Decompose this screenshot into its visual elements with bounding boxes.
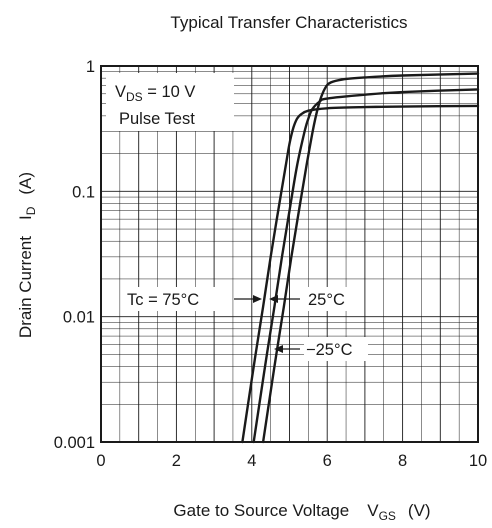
x-axis-label-main: Gate to Source Voltage: [173, 501, 349, 520]
arrow-75c-head: [253, 295, 262, 303]
x-axis-label-unit: (V): [408, 501, 431, 520]
x-axis-label-subscript: GS: [379, 509, 396, 523]
x-tick-labels: 0 2 4 6 8 10: [96, 452, 487, 470]
condition-vds-subscript: DS: [126, 90, 143, 104]
condition-vds-symbol: V: [115, 83, 126, 101]
condition-pulse-test: Pulse Test: [119, 110, 195, 128]
label-25c: 25°C: [308, 291, 345, 309]
label-75c-bg: [125, 287, 230, 311]
x-tick-label: 10: [469, 452, 487, 470]
label-25c-bg: [305, 287, 361, 311]
x-tick-label: 0: [96, 452, 105, 470]
x-axis-label: Gate to Source Voltage VGS (V): [173, 501, 430, 523]
y-axis-label-main: Drain Current: [16, 236, 35, 338]
x-axis-label-symbol: V: [367, 501, 379, 520]
plot-frame: [100, 65, 479, 443]
series-line-25c: [252, 88, 480, 444]
condition-vds-value: = 10 V: [143, 83, 196, 101]
arrow-m25c-head: [274, 345, 283, 353]
y-tick-label: 0.001: [54, 434, 95, 452]
data-series: [241, 72, 480, 444]
y-axis-label: Drain Current ID (A): [16, 172, 38, 338]
chart-title: Typical Transfer Characteristics: [170, 13, 407, 32]
condition-box-bg: [106, 73, 234, 131]
y-tick-label: 1: [86, 58, 95, 76]
x-tick-label: 2: [172, 452, 181, 470]
x-tick-label: 8: [398, 452, 407, 470]
y-axis-label-symbol: I: [16, 215, 35, 220]
series-line-m25c: [261, 72, 480, 444]
y-axis-label-unit: (A): [16, 172, 35, 195]
series-line-75c: [241, 104, 480, 444]
label-75c: Tc = 75°C: [127, 291, 199, 309]
y-tick-label: 0.1: [72, 183, 95, 201]
y-tick-labels: 0.001 0.01 0.1 1: [54, 58, 95, 452]
y-axis-label-subscript: D: [24, 206, 38, 215]
label-m25c: −25°C: [306, 341, 353, 359]
y-tick-label: 0.01: [63, 309, 95, 327]
label-m25c-bg: [304, 337, 368, 361]
x-tick-label: 6: [323, 452, 332, 470]
condition-vds: VDS = 10 V: [115, 83, 195, 104]
arrow-25c-head: [269, 295, 278, 303]
x-tick-label: 4: [247, 452, 256, 470]
